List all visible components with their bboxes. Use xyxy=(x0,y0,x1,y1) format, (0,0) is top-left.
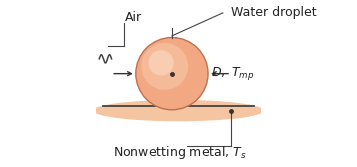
Text: Nonwetting metal, $T_s$: Nonwetting metal, $T_s$ xyxy=(113,144,247,161)
Circle shape xyxy=(136,38,208,110)
Circle shape xyxy=(141,43,188,90)
Text: $D,\ T_{\mathit{mp}}$: $D,\ T_{\mathit{mp}}$ xyxy=(211,65,255,82)
Text: Air: Air xyxy=(125,11,142,24)
Text: Water droplet: Water droplet xyxy=(231,6,317,19)
Circle shape xyxy=(149,50,174,75)
Ellipse shape xyxy=(93,100,264,121)
